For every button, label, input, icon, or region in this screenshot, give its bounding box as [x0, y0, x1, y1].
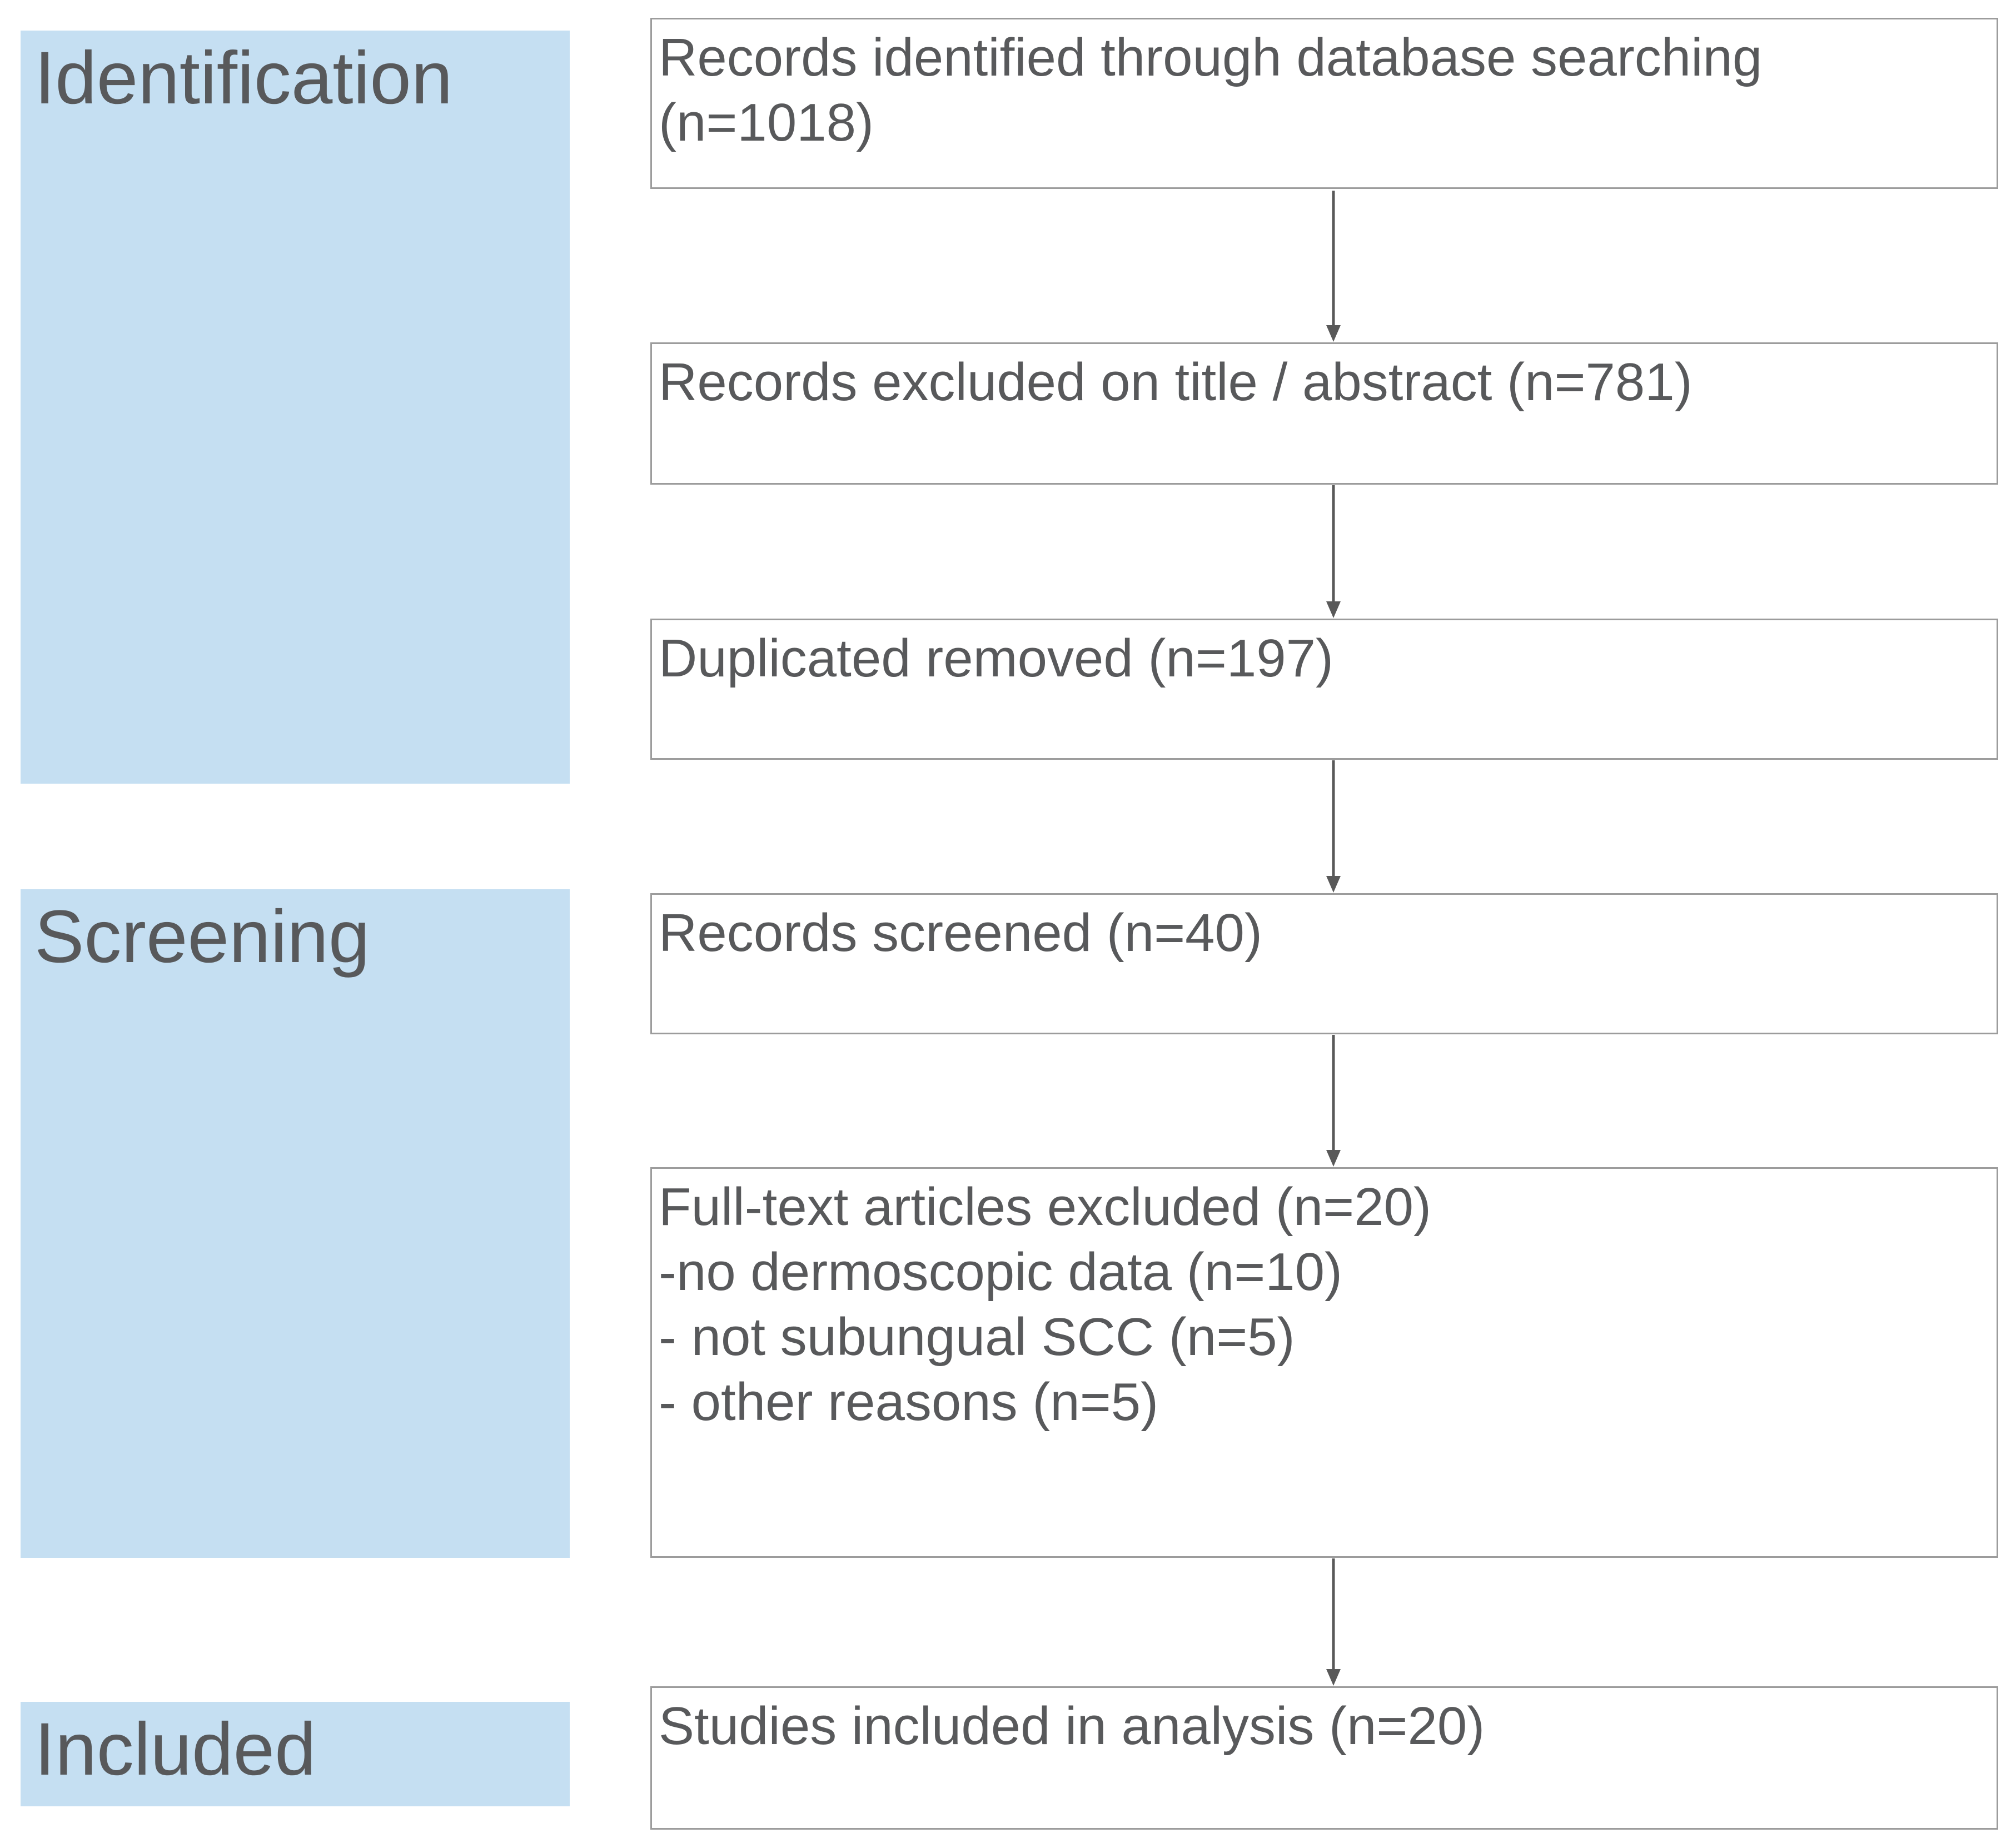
stage-identification-label: Identification — [34, 37, 453, 119]
box-fulltext-excluded: Full-text articles excluded (n=20) -no d… — [650, 1167, 1998, 1558]
stage-included: Included — [21, 1702, 570, 1806]
box-duplicates-removed-text: Duplicated removed (n=197) — [659, 629, 1334, 688]
box-duplicates-removed: Duplicated removed (n=197) — [650, 619, 1998, 760]
box-studies-included: Studies included in analysis (n=20) — [650, 1686, 1998, 1830]
arrow-1 — [1326, 191, 1341, 342]
stage-included-label: Included — [34, 1708, 316, 1791]
box-records-screened-text: Records screened (n=40) — [659, 903, 1262, 963]
box-records-identified-text: Records identified through database sear… — [659, 28, 1763, 152]
arrow-5 — [1326, 1558, 1341, 1686]
box-records-identified: Records identified through database sear… — [650, 18, 1998, 189]
box-records-excluded: Records excluded on title / abstract (n=… — [650, 342, 1998, 485]
box-studies-included-text: Studies included in analysis (n=20) — [659, 1696, 1485, 1756]
arrow-4 — [1326, 1035, 1341, 1167]
box-records-excluded-text: Records excluded on title / abstract (n=… — [659, 352, 1693, 412]
arrow-3 — [1326, 760, 1341, 893]
stage-identification: Identification — [21, 31, 570, 784]
box-records-screened: Records screened (n=40) — [650, 893, 1998, 1034]
arrow-2 — [1326, 485, 1341, 618]
box-fulltext-excluded-text: Full-text articles excluded (n=20) -no d… — [659, 1177, 1431, 1432]
stage-screening-label: Screening — [34, 895, 370, 978]
stage-screening: Screening — [21, 889, 570, 1558]
